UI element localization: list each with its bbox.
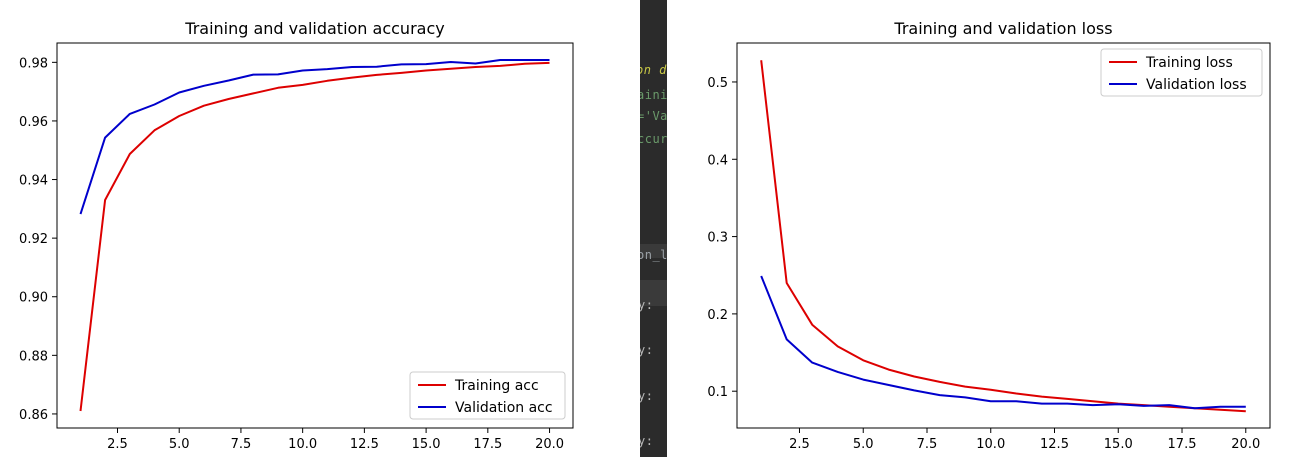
loss-chart: Training and validation loss 2.5 5.0 7.5 10.…: [707, 19, 1271, 452]
legend-label: Validation acc: [455, 400, 553, 416]
series-line-training-loss: [760, 60, 1246, 413]
y-tick-label: 0.2: [707, 308, 728, 323]
legend-box: [1100, 48, 1263, 97]
editor-line-highlight: [640, 244, 667, 258]
y-tick-label: 0.94: [19, 174, 48, 189]
x-tick-label: 10.0: [288, 437, 317, 452]
legend-label: Training loss: [1145, 55, 1233, 71]
x-tick-label: 20.0: [1231, 437, 1260, 452]
x-tick-label: 2.5: [789, 437, 810, 452]
plot-frame: [736, 42, 1271, 429]
legend-label: Validation loss: [1146, 77, 1247, 93]
accuracy-chart: Training and validation accuracy 2.5 5.0 7.…: [19, 19, 574, 452]
x-tick-label: 12.5: [350, 437, 379, 452]
x-tick-label: 17.5: [473, 437, 502, 452]
y-tick-label: 0.96: [19, 115, 48, 130]
y-tick-label: 0.4: [707, 153, 728, 168]
x-tick-label: 12.5: [1040, 437, 1069, 452]
code-fragment: ='Va: [640, 109, 667, 123]
y-tick-label: 0.98: [19, 56, 48, 71]
chart-title: Training and validation accuracy: [184, 19, 444, 38]
y-tick-label: 0.92: [19, 232, 48, 247]
x-tick-label: 7.5: [231, 437, 252, 452]
code-fragment: aini: [640, 88, 667, 102]
y-tick-label: 0.1: [707, 385, 728, 400]
series-line-validation-loss: [760, 275, 1246, 410]
code-fragment: on_l: [640, 248, 667, 262]
legend-label: Training acc: [454, 378, 539, 394]
code-fragment: on d: [640, 63, 667, 77]
code-fragment: y:: [640, 298, 654, 312]
x-tick-label: 17.5: [1168, 437, 1197, 452]
loss-chart-panel: Training and validation loss 2.5 5.0 7.5 10.…: [667, 0, 1296, 457]
series-line-training-acc: [79, 61, 550, 412]
y-tick-label: 0.88: [19, 349, 48, 364]
x-tick-label: 10.0: [976, 437, 1005, 452]
chart-title: Training and validation loss: [893, 19, 1112, 38]
plot-frame: [56, 42, 574, 429]
code-editor-strip: on d aini ='Va ccur on_l y: y: y: y:: [640, 0, 667, 457]
x-tick-label: 2.5: [107, 437, 128, 452]
editor-line-highlight: [640, 280, 667, 306]
code-fragment: ccur: [640, 132, 667, 146]
y-tick-label: 0.5: [707, 76, 728, 91]
code-fragment: y:: [640, 389, 654, 403]
x-tick-label: 15.0: [1104, 437, 1133, 452]
y-tick-label: 0.90: [19, 291, 48, 306]
x-tick-label: 7.5: [917, 437, 938, 452]
code-fragment: y:: [640, 343, 654, 357]
accuracy-chart-panel: Training and validation accuracy 2.5 5.0 7.…: [0, 0, 640, 457]
code-fragment: y:: [640, 434, 654, 448]
x-tick-label: 5.0: [853, 437, 874, 452]
y-tick-label: 0.3: [707, 231, 728, 246]
y-tick-label: 0.86: [19, 408, 48, 423]
x-tick-label: 5.0: [169, 437, 190, 452]
x-tick-label: 20.0: [535, 437, 564, 452]
x-tick-label: 15.0: [412, 437, 441, 452]
series-line-validation-acc: [79, 59, 550, 215]
legend-box: [409, 371, 566, 420]
